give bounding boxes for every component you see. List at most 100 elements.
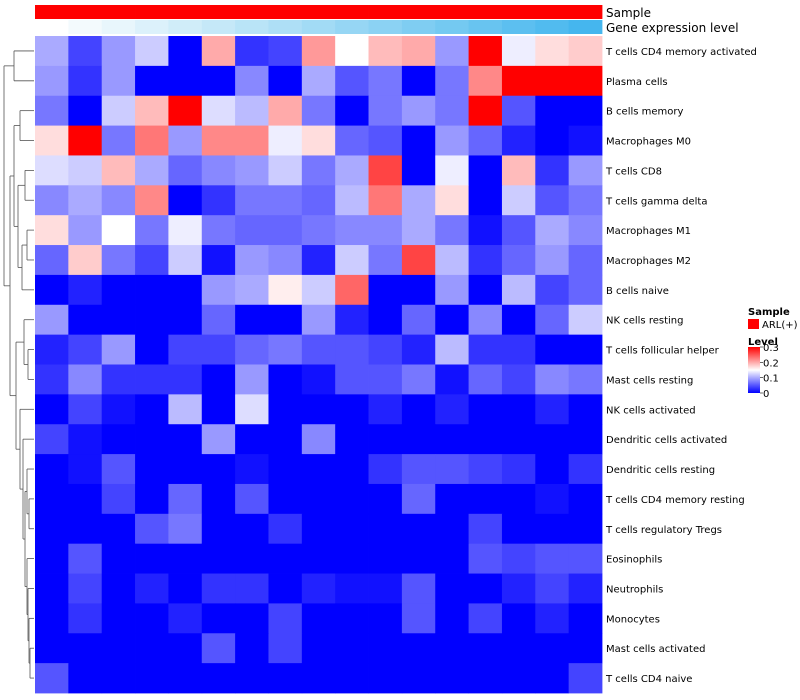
heatmap-cell	[68, 95, 103, 126]
heatmap-cell	[135, 424, 169, 455]
heatmap-cell	[535, 483, 570, 515]
heatmap-cell	[568, 663, 603, 694]
row-label: T cells CD4 memory resting	[605, 495, 745, 506]
heatmap-cell	[435, 65, 469, 97]
heatmap-cell	[535, 364, 570, 395]
heatmap-cell	[568, 364, 603, 395]
heatmap-cell	[368, 304, 403, 336]
annotation-cell	[135, 20, 169, 34]
heatmap-cell	[301, 573, 336, 604]
heatmap-cell	[68, 483, 103, 515]
heatmap-cell	[301, 185, 336, 216]
heatmap-cell	[268, 364, 303, 395]
heatmap-cell	[468, 304, 503, 336]
annotation-cell	[101, 20, 136, 34]
row-label: T cells CD4 memory activated	[605, 47, 757, 58]
heatmap-cell	[235, 573, 269, 604]
annotation-cell	[368, 5, 403, 19]
annotation-cell	[401, 5, 436, 19]
annotation-cell	[468, 5, 503, 19]
heatmap-cell	[35, 603, 69, 634]
heatmap-cell	[568, 603, 603, 634]
annotation-cell	[68, 5, 103, 19]
heatmap-cell	[335, 125, 369, 156]
heatmap-cell	[501, 274, 536, 306]
heatmap-cell	[535, 334, 570, 365]
heatmap-cell	[501, 215, 536, 246]
heatmap-cell	[535, 573, 570, 604]
heatmap-cell	[501, 65, 536, 97]
heatmap-cell	[101, 185, 136, 216]
heatmap-cell	[135, 603, 169, 634]
heatmap-cell	[301, 274, 336, 306]
heatmap-cell	[235, 245, 269, 276]
heatmap-cells	[35, 36, 603, 694]
heatmap-cell	[268, 633, 303, 664]
heatmap-cell	[368, 663, 403, 694]
heatmap-cell	[435, 304, 469, 336]
heatmap-cell	[501, 155, 536, 186]
heatmap-cell	[501, 36, 536, 67]
heatmap-cell	[301, 394, 336, 425]
heatmap-cell	[368, 36, 403, 67]
heatmap-cell	[435, 454, 469, 485]
heatmap-cell	[335, 185, 369, 216]
heatmap-cell	[535, 633, 570, 664]
heatmap-cell	[135, 185, 169, 216]
heatmap-cell	[468, 185, 503, 216]
heatmap-cell	[235, 454, 269, 485]
heatmap-cell	[168, 274, 203, 306]
heatmap-cell	[535, 245, 570, 276]
heatmap-cell	[435, 663, 469, 694]
heatmap-cell	[368, 185, 403, 216]
heatmap-cell	[68, 125, 103, 156]
heatmap-cell	[435, 125, 469, 156]
heatmap-cell	[335, 304, 369, 336]
heatmap-cell	[201, 633, 236, 664]
heatmap-cell	[135, 155, 169, 186]
heatmap-cell	[268, 394, 303, 425]
heatmap-cell	[401, 513, 436, 545]
heatmap-cell	[535, 603, 570, 634]
heatmap-cell	[335, 573, 369, 604]
heatmap-cell	[268, 125, 303, 156]
legend-sample-title: Sample	[748, 307, 790, 318]
heatmap-cell	[435, 36, 469, 67]
heatmap-cell	[301, 155, 336, 186]
heatmap-cell	[535, 274, 570, 306]
heatmap-cell	[535, 215, 570, 246]
row-label: Neutrophils	[606, 584, 663, 595]
heatmap-cell	[101, 364, 136, 395]
heatmap-cell	[401, 185, 436, 216]
heatmap-cell	[401, 95, 436, 126]
heatmap-cell	[468, 513, 503, 545]
legend-tick-label: 0.3	[763, 343, 779, 354]
heatmap-cell	[301, 483, 336, 515]
heatmap-cell	[35, 573, 69, 604]
heatmap-cell	[35, 274, 69, 306]
row-label: T cells gamma delta	[605, 196, 707, 207]
heatmap-cell	[168, 513, 203, 545]
heatmap-cell	[301, 245, 336, 276]
heatmap-cell	[68, 573, 103, 604]
heatmap-cell	[35, 215, 69, 246]
heatmap-cell	[201, 95, 236, 126]
heatmap-cell	[135, 513, 169, 545]
heatmap-cell	[335, 215, 369, 246]
heatmap-cell	[335, 334, 369, 365]
heatmap-cell	[201, 394, 236, 425]
heatmap-cell	[468, 65, 503, 97]
heatmap-cell	[35, 663, 69, 694]
heatmap-cell	[101, 274, 136, 306]
heatmap-cell	[501, 663, 536, 694]
annotation-cell	[535, 20, 570, 34]
heatmap-cell	[568, 36, 603, 67]
legend-tick-label: 0.1	[763, 374, 779, 385]
heatmap-cell	[168, 454, 203, 485]
heatmap-cell	[468, 483, 503, 515]
heatmap-cell	[235, 543, 269, 574]
annotation-cell	[168, 20, 203, 34]
heatmap-cell	[35, 36, 69, 67]
heatmap-cell	[368, 513, 403, 545]
annotation-cell	[501, 5, 536, 19]
